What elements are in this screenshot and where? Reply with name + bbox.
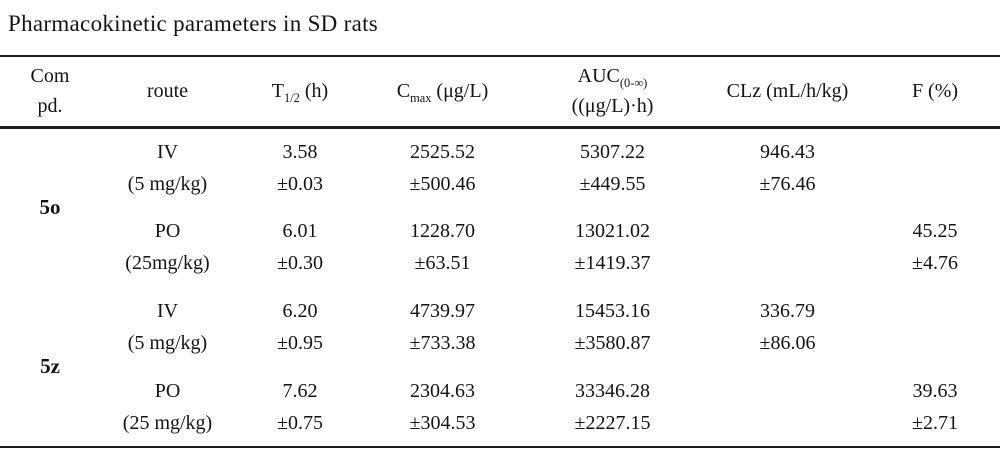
dose-value: (25mg/kg) xyxy=(125,252,210,274)
cell-f: 39.63 ±2.71 xyxy=(870,367,1000,447)
cell-f: 45.25 ±4.76 xyxy=(870,207,1000,287)
value-line: 1228.70 xyxy=(410,220,475,242)
value-line: 5307.22 xyxy=(580,140,645,163)
cell-cmax: 2304.63 ±304.53 xyxy=(365,367,520,447)
value-line: 6.01 xyxy=(282,220,318,242)
pk-table: Com pd. route T1/2 (h) Cmax (μg/L) AUC(0… xyxy=(0,55,1000,448)
cell-f-empty xyxy=(870,287,1000,367)
cell-cmax: 2525.52 ±500.46 xyxy=(365,127,520,207)
sd-line: ±2227.15 xyxy=(574,411,651,434)
header-row: Com pd. route T1/2 (h) Cmax (μg/L) AUC(0… xyxy=(0,56,1000,129)
cell-t-half: 3.58 ±0.03 xyxy=(235,127,365,207)
cell-auc: 5307.22 ±449.55 xyxy=(520,127,705,207)
sd-line: ±2.71 xyxy=(912,411,958,434)
table-row: PO (25mg/kg) 6.01 ±0.30 1228.70 ±63.51 1… xyxy=(0,207,1000,287)
value-line: 946.43 xyxy=(760,140,815,163)
cell-route: PO (25mg/kg) xyxy=(100,207,235,287)
value-line: 6.20 xyxy=(282,300,318,322)
sd-line: ±0.30 xyxy=(277,252,323,274)
sd-line: ±4.76 xyxy=(912,252,958,274)
value-line: 2304.63 xyxy=(410,379,475,402)
route-value: PO xyxy=(154,220,181,242)
route-value: IV xyxy=(156,140,179,163)
cell-t-half: 6.01 ±0.30 xyxy=(235,207,365,287)
dose-value: (25 mg/kg) xyxy=(122,411,213,434)
header-auc-line1: AUC(0-∞) xyxy=(577,65,648,91)
cell-cmax: 4739.97 ±733.38 xyxy=(365,287,520,367)
cell-compound-5z: 5z xyxy=(40,354,60,378)
dose-value: (5 mg/kg) xyxy=(127,332,208,354)
cell-clz-empty xyxy=(705,367,870,447)
sd-line: ±449.55 xyxy=(579,172,646,195)
value-line: 3.58 xyxy=(282,140,318,163)
cell-auc: 15453.16 ±3580.87 xyxy=(520,287,705,367)
header-auc: AUC(0-∞) ((μg/L)·h) xyxy=(520,56,705,129)
cell-route: IV (5 mg/kg) xyxy=(100,127,235,207)
sd-line: ±0.95 xyxy=(277,332,323,354)
cell-route: PO (25 mg/kg) xyxy=(100,367,235,447)
header-cmax: Cmax (μg/L) xyxy=(365,56,520,129)
value-line: 33346.28 xyxy=(575,379,650,402)
header-auc-line2: ((μg/L)·h) xyxy=(571,95,654,118)
value-line: 39.63 xyxy=(912,379,958,402)
header-compound-line1: Com xyxy=(30,65,70,88)
cell-clz: 336.79 ±86.06 xyxy=(705,287,870,367)
header-clz: CLz (mL/h/kg) xyxy=(705,56,870,129)
cell-clz-empty xyxy=(705,207,870,287)
header-t-half: T1/2 (h) xyxy=(235,56,365,129)
table-row: PO (25 mg/kg) 7.62 ±0.75 2304.63 ±304.53… xyxy=(0,367,1000,447)
sd-line: ±0.75 xyxy=(277,411,323,434)
header-f: F (%) xyxy=(870,56,1000,129)
sd-line: ±3580.87 xyxy=(574,332,651,354)
dose-value: (5 mg/kg) xyxy=(127,172,208,195)
value-line: 15453.16 xyxy=(575,300,650,322)
header-compound: Com pd. xyxy=(0,56,100,129)
route-value: IV xyxy=(156,300,179,322)
sd-line: ±304.53 xyxy=(409,411,476,434)
cell-cmax: 1228.70 ±63.51 xyxy=(365,207,520,287)
sd-line: ±86.06 xyxy=(759,332,816,354)
sd-line: ±76.46 xyxy=(759,172,816,195)
sd-line: ±733.38 xyxy=(409,332,476,354)
sd-line: ±1419.37 xyxy=(574,252,651,274)
value-line: 2525.52 xyxy=(410,140,475,163)
cell-auc: 13021.02 ±1419.37 xyxy=(520,207,705,287)
value-line: 45.25 xyxy=(912,220,958,242)
cell-route: IV (5 mg/kg) xyxy=(100,287,235,367)
sd-line: ±0.03 xyxy=(277,172,323,195)
cell-auc: 33346.28 ±2227.15 xyxy=(520,367,705,447)
header-route: route xyxy=(100,56,235,129)
sd-line: ±500.46 xyxy=(409,172,476,195)
page-title: Pharmacokinetic parameters in SD rats xyxy=(8,11,379,36)
cell-compound-5o: 5o xyxy=(39,195,61,220)
value-line: 7.62 xyxy=(282,379,318,402)
sd-line: ±63.51 xyxy=(414,252,471,274)
cell-t-half: 6.20 ±0.95 xyxy=(235,287,365,367)
table-row: 5o IV (5 mg/kg) 3.58 ±0.03 2525.52 ±500.… xyxy=(0,127,1000,220)
value-line: 4739.97 xyxy=(410,300,475,322)
table-row: 5z IV (5 mg/kg) 6.20 ±0.95 4739.97 ±733.… xyxy=(0,287,1000,378)
header-compound-line2: pd. xyxy=(37,95,63,118)
cell-t-half: 7.62 ±0.75 xyxy=(235,367,365,447)
value-line: 13021.02 xyxy=(575,220,650,242)
value-line: 336.79 xyxy=(760,300,815,322)
cell-f-empty xyxy=(870,127,1000,207)
cell-clz: 946.43 ±76.46 xyxy=(705,127,870,207)
route-value: PO xyxy=(154,379,181,402)
